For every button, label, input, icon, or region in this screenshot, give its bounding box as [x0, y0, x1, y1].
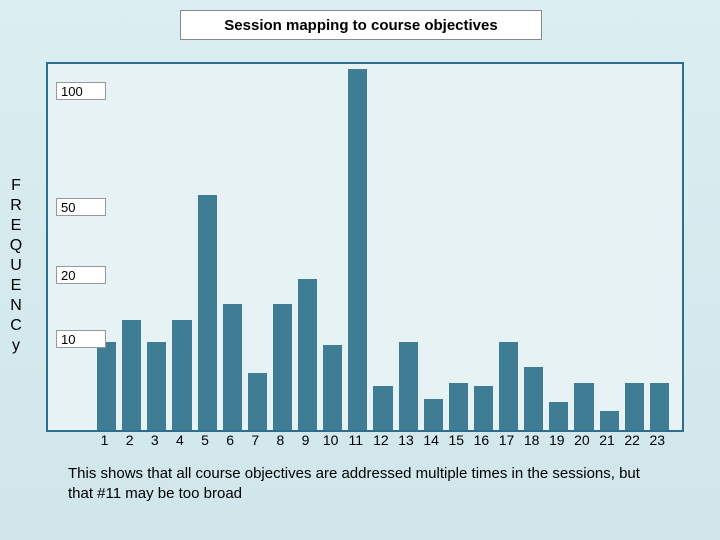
- x-tick-label: 23: [645, 432, 670, 448]
- bar: [424, 399, 443, 430]
- x-axis: 1234567891011121314151617181920212223: [92, 432, 670, 448]
- bar: [499, 342, 518, 430]
- x-tick-label: 1: [92, 432, 117, 448]
- x-tick-label: 18: [519, 432, 544, 448]
- bar: [600, 411, 619, 430]
- bar: [298, 279, 317, 430]
- y-axis-label: FREQUENCy: [6, 176, 26, 356]
- y-axis-letter: C: [6, 316, 26, 336]
- y-axis-letter: Q: [6, 236, 26, 256]
- x-tick-label: 5: [193, 432, 218, 448]
- plot-area: 100 50 20 10: [48, 64, 682, 430]
- y-tick-label: 50: [56, 198, 106, 216]
- bar: [323, 345, 342, 430]
- bar: [625, 383, 644, 430]
- x-tick-label: 15: [444, 432, 469, 448]
- x-tick-label: 3: [142, 432, 167, 448]
- y-axis-letter: F: [6, 176, 26, 196]
- x-tick-label: 12: [368, 432, 393, 448]
- bar: [223, 304, 242, 430]
- x-tick-label: 17: [494, 432, 519, 448]
- bar: [449, 383, 468, 430]
- chart-title: Session mapping to course objectives: [180, 10, 542, 40]
- x-tick-label: 7: [243, 432, 268, 448]
- bar: [97, 342, 116, 430]
- x-tick-label: 22: [620, 432, 645, 448]
- x-tick-label: 4: [167, 432, 192, 448]
- bars-container: [94, 64, 672, 430]
- x-tick-label: 9: [293, 432, 318, 448]
- chart-area: 100 50 20 10: [46, 62, 684, 432]
- bar: [524, 367, 543, 430]
- y-tick-label: 10: [56, 330, 106, 348]
- y-axis-letter: U: [6, 256, 26, 276]
- y-axis-letter: y: [6, 336, 26, 356]
- x-tick-label: 14: [419, 432, 444, 448]
- x-tick-label: 6: [218, 432, 243, 448]
- bar: [399, 342, 418, 430]
- bar: [650, 383, 669, 430]
- bar: [348, 69, 367, 430]
- x-tick-label: 8: [268, 432, 293, 448]
- y-tick-label: 20: [56, 266, 106, 284]
- y-axis-letter: N: [6, 296, 26, 316]
- x-tick-label: 20: [569, 432, 594, 448]
- bar: [373, 386, 392, 430]
- y-axis-letter: R: [6, 196, 26, 216]
- bar: [122, 320, 141, 430]
- y-axis-letter: E: [6, 276, 26, 296]
- x-tick-label: 11: [343, 432, 368, 448]
- x-tick-label: 10: [318, 432, 343, 448]
- y-axis-letter: E: [6, 216, 26, 236]
- y-tick-label: 100: [56, 82, 106, 100]
- x-tick-label: 13: [394, 432, 419, 448]
- x-tick-label: 19: [544, 432, 569, 448]
- x-tick-label: 2: [117, 432, 142, 448]
- bar: [172, 320, 191, 430]
- bar: [273, 304, 292, 430]
- bar: [248, 373, 267, 430]
- x-tick-label: 16: [469, 432, 494, 448]
- bar: [147, 342, 166, 430]
- x-tick-label: 21: [595, 432, 620, 448]
- bar: [549, 402, 568, 430]
- caption-text: This shows that all course objectives ar…: [68, 464, 668, 504]
- bar: [198, 195, 217, 431]
- bar: [474, 386, 493, 430]
- bar: [574, 383, 593, 430]
